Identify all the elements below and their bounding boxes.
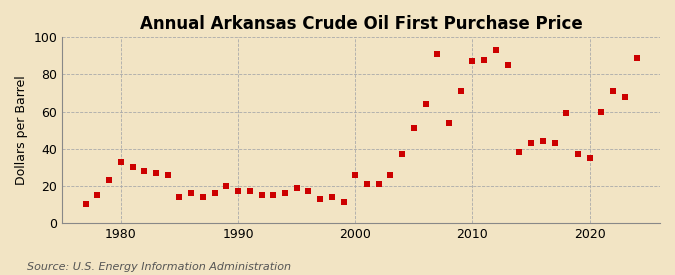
- Point: [303, 189, 314, 194]
- Point: [408, 126, 419, 130]
- Point: [421, 102, 431, 106]
- Point: [526, 141, 537, 145]
- Point: [104, 178, 115, 182]
- Point: [397, 152, 408, 156]
- Point: [127, 165, 138, 169]
- Point: [502, 63, 513, 67]
- Point: [561, 111, 572, 116]
- Point: [385, 172, 396, 177]
- Point: [221, 184, 232, 188]
- Point: [279, 191, 290, 196]
- Point: [467, 59, 478, 64]
- Point: [608, 89, 618, 93]
- Point: [572, 152, 583, 156]
- Point: [596, 109, 607, 114]
- Point: [338, 200, 349, 205]
- Point: [537, 139, 548, 144]
- Point: [139, 169, 150, 173]
- Point: [631, 56, 642, 60]
- Point: [292, 185, 302, 190]
- Point: [350, 172, 360, 177]
- Point: [549, 141, 560, 145]
- Point: [620, 95, 630, 99]
- Point: [362, 182, 373, 186]
- Y-axis label: Dollars per Barrel: Dollars per Barrel: [15, 75, 28, 185]
- Point: [115, 160, 126, 164]
- Point: [198, 195, 209, 199]
- Point: [92, 193, 103, 197]
- Point: [443, 120, 454, 125]
- Point: [268, 193, 279, 197]
- Point: [479, 57, 489, 62]
- Point: [151, 170, 161, 175]
- Point: [491, 48, 502, 53]
- Point: [456, 89, 466, 93]
- Point: [373, 182, 384, 186]
- Point: [163, 172, 173, 177]
- Point: [585, 156, 595, 160]
- Point: [256, 193, 267, 197]
- Point: [80, 202, 91, 207]
- Point: [327, 195, 338, 199]
- Title: Annual Arkansas Crude Oil First Purchase Price: Annual Arkansas Crude Oil First Purchase…: [140, 15, 583, 33]
- Point: [186, 191, 196, 196]
- Point: [209, 191, 220, 196]
- Point: [514, 150, 524, 155]
- Text: Source: U.S. Energy Information Administration: Source: U.S. Energy Information Administ…: [27, 262, 291, 272]
- Point: [432, 52, 443, 56]
- Point: [233, 189, 244, 194]
- Point: [315, 197, 325, 201]
- Point: [174, 195, 185, 199]
- Point: [244, 189, 255, 194]
